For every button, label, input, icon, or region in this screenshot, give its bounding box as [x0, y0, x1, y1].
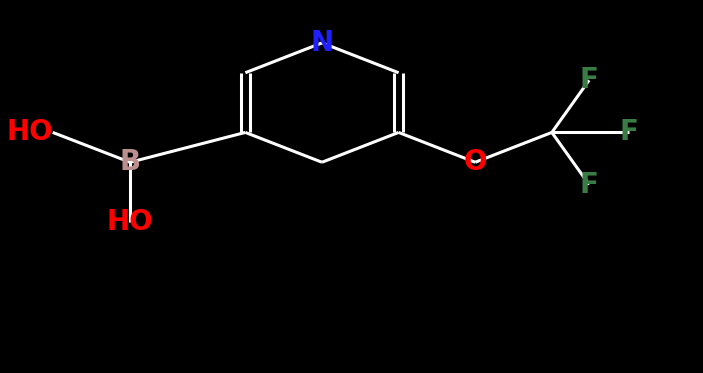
Text: O: O	[463, 148, 487, 176]
Text: B: B	[120, 148, 141, 176]
Text: F: F	[620, 118, 638, 147]
Text: N: N	[311, 29, 333, 57]
Text: HO: HO	[107, 208, 153, 236]
Text: F: F	[580, 170, 598, 199]
Text: F: F	[580, 66, 598, 94]
Text: HO: HO	[6, 118, 53, 147]
